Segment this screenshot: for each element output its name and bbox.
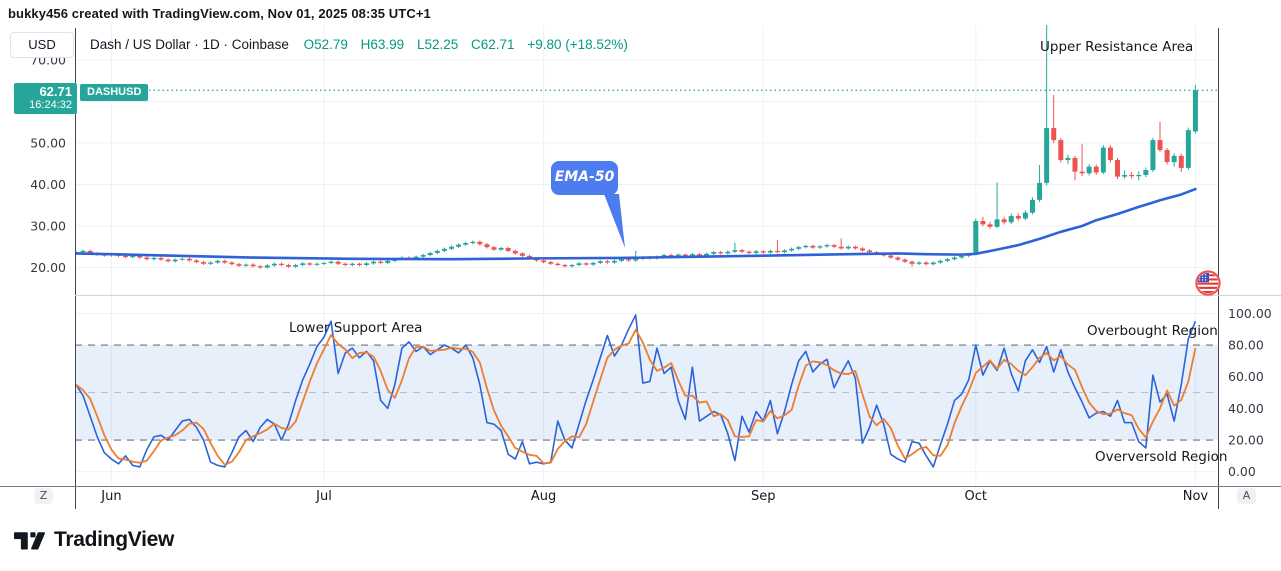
oversold-annotation[interactable]: Overversold Region	[1095, 449, 1228, 465]
ema50-callout[interactable]: EMA-50	[551, 161, 618, 195]
month-label: Nov	[1183, 489, 1209, 504]
open-value: O52.79	[303, 37, 348, 52]
change-value: +9.80 (+18.52%)	[527, 37, 628, 52]
month-label: Sep	[751, 489, 776, 504]
month-label: Aug	[531, 489, 556, 504]
ema50-callout-tail	[604, 194, 625, 248]
price-tick-label: 40.00	[30, 177, 66, 192]
candlestick-series	[75, 25, 1198, 269]
price-tick-label: 20.00	[30, 260, 66, 275]
timezone-button[interactable]: Z	[34, 488, 53, 504]
currency-button[interactable]: USD	[10, 32, 74, 58]
attribution-text: bukky456 created with TradingView.com, N…	[8, 6, 431, 21]
symbol-title[interactable]: Dash / US Dollar · 1D · Coinbase	[90, 37, 289, 52]
overbought-annotation[interactable]: Overbought Region	[1087, 323, 1218, 339]
stoch-tick-label: 60.00	[1228, 369, 1264, 384]
last-price-value: 62.71	[39, 84, 72, 99]
month-label: Jul	[315, 489, 332, 504]
chart-header: USD Dash / US Dollar · 1D · Coinbase O52…	[0, 28, 1281, 60]
price-tick-label: 50.00	[30, 136, 66, 151]
symbol-label-tag: DASHUSD	[80, 84, 149, 101]
month-label: Oct	[965, 489, 987, 504]
us-flag-icon[interactable]	[1195, 270, 1221, 296]
stoch-tick-label: 20.00	[1228, 433, 1264, 448]
us-flag-icon-svg	[1195, 270, 1221, 296]
ema50-line[interactable]	[75, 187, 1197, 261]
stoch-tick-label: 80.00	[1228, 338, 1264, 353]
low-value: L52.25	[416, 37, 459, 52]
last-price-tag: 62.71 16:24:32	[14, 83, 77, 114]
countdown-timer: 16:24:32	[29, 99, 72, 111]
close-value: C62.71	[471, 37, 515, 52]
stoch-tick-label: 40.00	[1228, 401, 1264, 416]
tradingview-logo[interactable]: TradingView	[14, 526, 174, 554]
stoch-d-line[interactable]	[75, 328, 1197, 466]
upper-resistance-annotation[interactable]: Upper Resistance Area	[1040, 39, 1194, 55]
tradingview-wordmark: TradingView	[54, 528, 175, 551]
symbol-row: Dash / US Dollar · 1D · Coinbase O52.79 …	[90, 37, 628, 52]
price-tick-label: 30.00	[30, 219, 66, 234]
lower-support-annotation[interactable]: Lower Support Area	[289, 320, 423, 336]
high-value: H63.99	[360, 37, 405, 52]
tradingview-logo-mark	[14, 532, 45, 550]
auto-scale-button[interactable]: A	[1237, 488, 1256, 504]
stoch-tick-label: 0.00	[1228, 464, 1256, 479]
stoch-k-line[interactable]	[75, 314, 1197, 468]
stoch-tick-label: 100.00	[1228, 306, 1272, 321]
month-label: Jun	[100, 489, 121, 504]
